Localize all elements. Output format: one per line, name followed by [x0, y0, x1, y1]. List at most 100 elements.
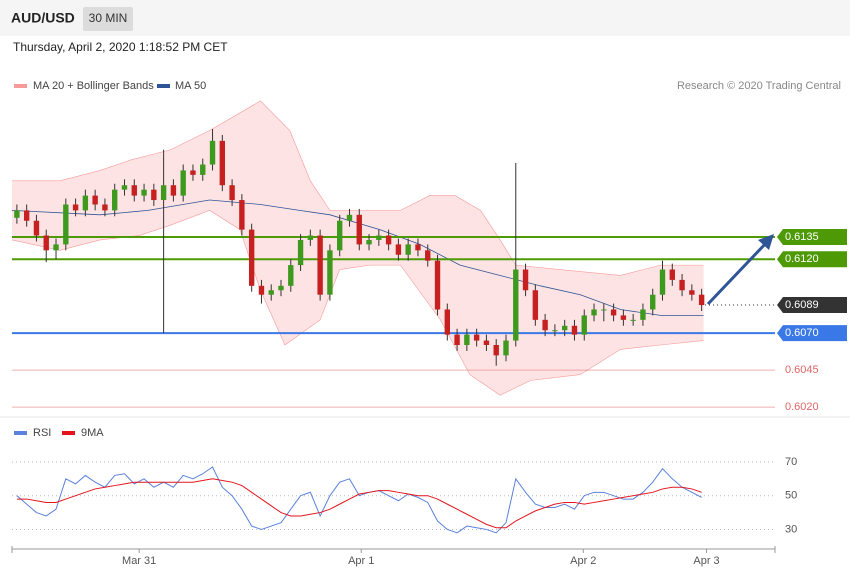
- candle-body: [170, 185, 177, 196]
- candle-body: [640, 309, 646, 320]
- candle-body: [337, 220, 343, 251]
- level-label: 0.6020: [785, 401, 819, 413]
- level-tag: [777, 251, 847, 268]
- forecast-arrow: [706, 239, 770, 306]
- series-line: [16, 466, 702, 534]
- candle-body: [405, 244, 411, 255]
- candle-body: [180, 170, 186, 196]
- candle-body: [141, 189, 147, 196]
- candle-body: [151, 189, 157, 201]
- candle-body: [278, 285, 284, 291]
- candle-body: [346, 214, 353, 221]
- candle-body: [258, 285, 265, 295]
- level-label: 0.6089: [785, 299, 819, 311]
- candle-body: [610, 309, 617, 316]
- candle-body: [53, 244, 59, 251]
- level-label: 0.6045: [785, 364, 819, 376]
- candle-body: [385, 235, 392, 245]
- credit: Research © 2020 Trading Central: [677, 80, 841, 92]
- candle-body: [513, 269, 519, 341]
- y-tick-label: 70: [785, 456, 797, 468]
- candle-body: [425, 250, 431, 261]
- candle-body: [121, 185, 128, 190]
- candle-body: [659, 269, 666, 295]
- series-line: [16, 478, 702, 529]
- candle-body: [503, 340, 509, 356]
- candle-body: [112, 189, 118, 211]
- y-tick-label: 30: [785, 523, 797, 535]
- level-label: 0.6120: [785, 253, 819, 265]
- level-label: 0.6135: [785, 231, 819, 243]
- candle-body: [92, 195, 98, 205]
- candle-body: [43, 235, 49, 251]
- candle-body: [102, 204, 108, 211]
- candle-body: [581, 315, 587, 335]
- candle-body: [356, 214, 362, 245]
- candle-body: [483, 340, 490, 345]
- level-tag: [777, 297, 847, 314]
- candle-body: [473, 334, 480, 341]
- header-bar: [0, 0, 850, 36]
- candle-body: [561, 325, 568, 331]
- interval[interactable]: 30 MIN: [89, 11, 128, 25]
- band-edge: [11, 210, 704, 396]
- candle-body: [82, 195, 89, 211]
- candle-body: [434, 260, 441, 310]
- datetime: Thursday, April 2, 2020 1:18:52 PM CET: [13, 40, 228, 54]
- legend-label: RSI: [33, 427, 51, 439]
- candle-body: [160, 185, 167, 201]
- candle-body: [620, 315, 627, 320]
- x-tick-label: Apr 2: [570, 555, 596, 567]
- x-tick-label: Mar 31: [122, 555, 156, 567]
- level-tag: [777, 229, 847, 246]
- candle-body: [493, 344, 499, 356]
- candle-body: [464, 334, 470, 345]
- candle-body: [698, 294, 705, 306]
- arrow-head: [758, 234, 774, 250]
- symbol: AUD/USD: [11, 10, 75, 26]
- candle-body: [23, 210, 30, 221]
- candle-body: [209, 140, 216, 165]
- legend-swatch: [14, 84, 27, 88]
- candle-body: [571, 325, 578, 335]
- level-label: 0.6070: [785, 327, 819, 339]
- candle-body: [239, 200, 245, 230]
- candle-body: [601, 309, 607, 311]
- candle-body: [288, 265, 294, 286]
- candle-body: [219, 140, 226, 186]
- level-tag: [777, 325, 847, 342]
- legend-swatch: [14, 431, 27, 435]
- candle-body: [131, 185, 137, 196]
- candle-body: [669, 269, 675, 280]
- candle-body: [317, 235, 323, 295]
- legend-swatch: [157, 84, 170, 88]
- candle-body: [444, 309, 450, 335]
- candle-body: [689, 290, 695, 295]
- candle-body: [72, 204, 79, 211]
- legend-label: 9MA: [81, 427, 104, 439]
- plot: 0.6135 0.6120 0.6089 0.6070 0.6045 0.6020 30 50…: [11, 100, 847, 567]
- candle-body: [542, 319, 548, 331]
- candle-body: [14, 210, 20, 218]
- candle-body: [552, 330, 558, 332]
- candle-body: [327, 250, 333, 295]
- candle-body: [268, 290, 274, 295]
- candle-body: [307, 235, 314, 240]
- candle-body: [248, 229, 255, 286]
- candle-body: [366, 239, 372, 245]
- legend-label: MA 20 + Bollinger Bands: [33, 80, 154, 92]
- candle-body: [415, 244, 421, 251]
- legend-label: MA 50: [175, 80, 206, 92]
- candle-body: [395, 244, 402, 255]
- x-tick-label: Apr 1: [348, 555, 374, 567]
- band-edge: [12, 100, 704, 276]
- candle-body: [591, 309, 597, 316]
- candle-body: [522, 269, 529, 291]
- bollinger-band: [12, 100, 704, 396]
- candle-body: [650, 294, 656, 310]
- interval-pill[interactable]: [83, 7, 133, 31]
- candle-body: [679, 279, 685, 291]
- candle-body: [229, 185, 235, 201]
- candle-body: [630, 319, 636, 321]
